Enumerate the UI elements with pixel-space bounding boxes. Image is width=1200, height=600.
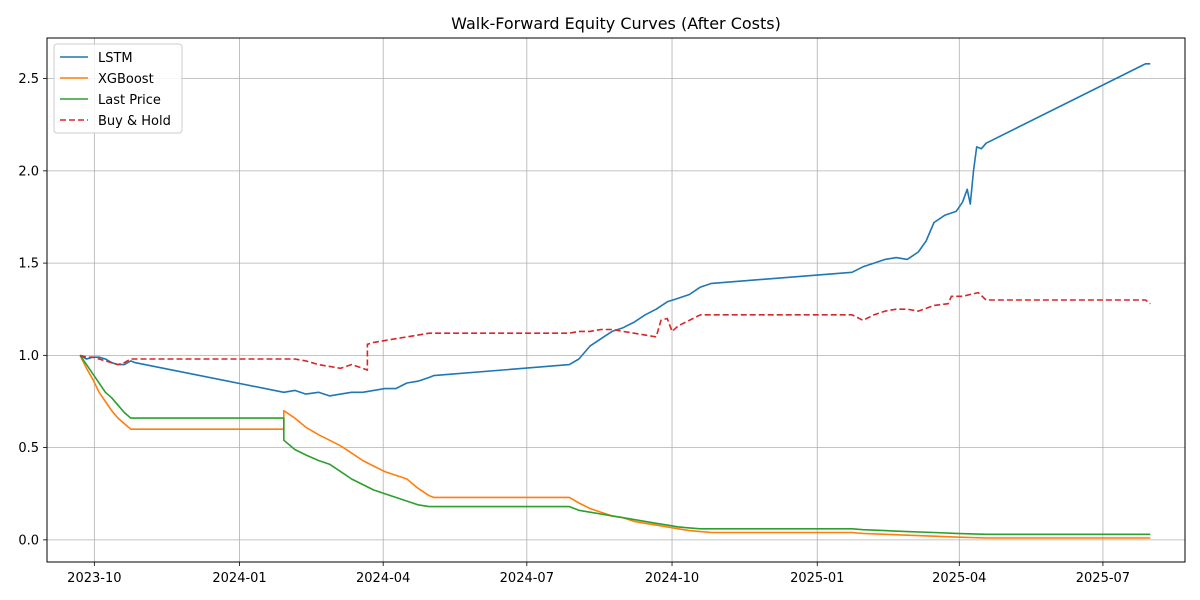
x-tick-label: 2025-07: [1076, 571, 1130, 586]
legend-label: Buy & Hold: [98, 114, 171, 129]
y-tick-label: 1.5: [18, 257, 39, 272]
series-line-lstm: [79, 62, 1151, 397]
series-line-last-price: [79, 354, 1151, 536]
chart-title: Walk-Forward Equity Curves (After Costs): [451, 14, 781, 33]
x-tick-label: 2025-04: [932, 571, 986, 586]
axis-ticks: 2023-10 2024-01 2024-04 2024-07 2024-10 2025-…: [18, 72, 1130, 586]
y-tick-label: 2.0: [18, 164, 39, 179]
legend-box: [53, 43, 183, 134]
x-tick-label: 2024-07: [500, 571, 554, 586]
axes-frame: [46, 37, 1186, 563]
y-tick-label: 2.5: [18, 72, 39, 87]
x-tick-label: 2024-10: [645, 571, 699, 586]
legend-label: Last Price: [98, 93, 161, 108]
y-tick-label: 0.5: [18, 441, 39, 456]
legend: LSTM XGBoost Last Price Buy & Hold: [53, 43, 183, 134]
x-tick-label: 2023-10: [67, 571, 121, 586]
grid: [47, 38, 1185, 562]
y-tick-label: 0.0: [18, 533, 39, 548]
x-tick-label: 2024-01: [212, 571, 266, 586]
series-lines: [79, 62, 1151, 539]
x-tick-label: 2025-01: [790, 571, 844, 586]
series-line-buy-hold: [79, 291, 1151, 371]
x-tick-label: 2024-04: [356, 571, 410, 586]
legend-label: LSTM: [98, 51, 133, 66]
series-line-xgboost: [79, 355, 1151, 539]
legend-label: XGBoost: [98, 72, 154, 87]
y-tick-label: 1.0: [18, 349, 39, 364]
